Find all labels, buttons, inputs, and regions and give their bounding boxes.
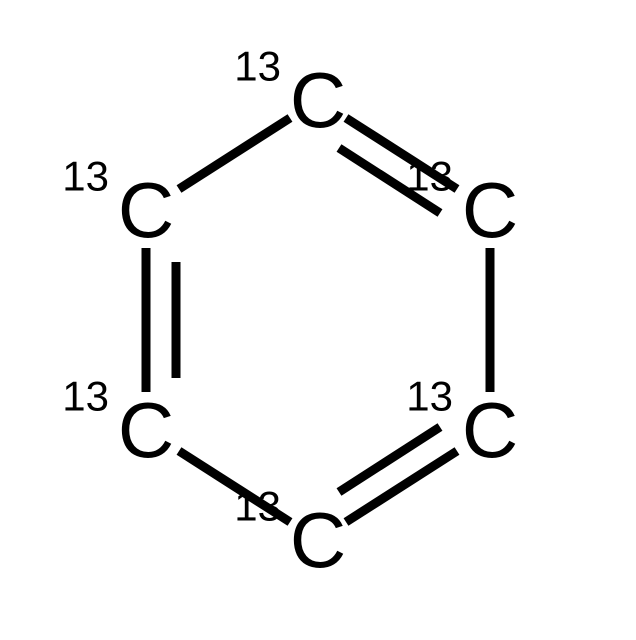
isotope-superscript: 13 [62, 153, 109, 200]
atom-label: C [118, 386, 174, 474]
isotope-superscript: 13 [406, 373, 453, 420]
isotope-superscript: 13 [234, 483, 281, 530]
isotope-superscript: 13 [406, 153, 453, 200]
atom-label: C [462, 166, 518, 254]
atom-label: C [290, 496, 346, 584]
atom-label: C [290, 56, 346, 144]
isotope-superscript: 13 [62, 373, 109, 420]
atom-label: C [118, 166, 174, 254]
isotope-superscript: 13 [234, 43, 281, 90]
atom-label: C [462, 386, 518, 474]
bond-line [339, 427, 440, 492]
bond-line [179, 118, 290, 189]
molecule-diagram: CCCCCC131313131313 [0, 0, 636, 640]
bond-line [346, 451, 457, 522]
